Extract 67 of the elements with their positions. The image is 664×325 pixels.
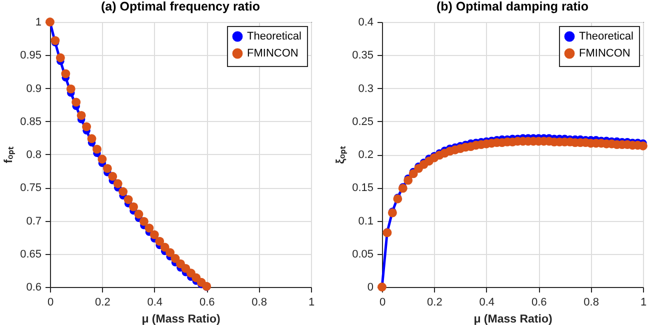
y-tick-label: 0.25 [352,116,374,128]
y-tick-label: 0.65 [20,248,42,260]
point [56,53,65,62]
point [134,210,144,219]
point [72,98,81,107]
point [124,195,133,204]
y-tick-label: 0.8 [26,149,42,161]
x-tick-label: 1 [308,296,315,308]
point [87,134,96,144]
x-tick-label: 0.2 [427,296,442,308]
point [118,187,128,196]
x-tick-label: 0.6 [199,296,215,308]
y-tick-label: 0.75 [20,182,42,194]
y-tick-label: 0.6 [26,282,42,294]
legend-label: Theoretical [579,30,634,42]
y-tick-label: 0.95 [20,50,42,62]
x-tick-label: 0.4 [479,296,495,308]
point [170,254,180,263]
point [139,216,148,226]
point [638,141,648,150]
y-tick-label: 0.3 [358,82,374,95]
y-tick-label: 0.15 [352,182,374,194]
x-tick-label: 0.4 [147,296,163,308]
x-tick-label: 0 [379,296,386,308]
point [98,154,107,164]
point [155,236,164,246]
y-tick-label: 0.7 [26,215,42,228]
chart-title: (b) Optimal damping ratio [436,0,589,14]
x-axis-title: μ (Mass Ratio) [142,314,220,325]
y-tick-label: 0.9 [26,82,42,95]
x-tick-label: 0.8 [584,296,599,308]
legend-label: FMINCON [579,48,630,60]
x-axis-title: μ (Mass Ratio) [474,314,552,325]
x-tick-label: 1 [640,296,647,308]
y-tick-label: 0.05 [352,248,374,260]
y-tick-label: 0.85 [20,116,42,128]
y-axis-title: fₒₚₜ [3,146,16,164]
legend-label: FMINCON [247,48,298,60]
point [404,176,413,185]
y-axis-title: ξₒₚₜ [335,146,348,164]
point [76,110,86,120]
point [66,84,76,94]
legend-label: Theoretical [247,30,302,42]
point [160,242,170,252]
point [50,36,60,46]
point [82,122,92,132]
point [144,224,154,232]
point [166,248,175,258]
point [408,169,418,178]
point [92,144,102,154]
y-tick-label: 0.1 [358,215,374,228]
y-tick-label: 1 [35,16,42,28]
y-tick-label: 0 [367,282,374,294]
point [129,202,138,212]
point [113,179,122,188]
x-tick-label: 0.2 [95,296,110,308]
point [61,69,70,78]
x-tick-label: 0.6 [531,296,547,308]
y-tick-label: 0.2 [358,149,374,161]
y-tick-label: 0.4 [358,16,374,28]
y-tick-label: 0.35 [352,50,374,62]
x-tick-label: 0.8 [252,296,267,308]
point [102,164,112,173]
x-tick-label: 0 [47,296,54,308]
point [150,230,159,240]
point [108,172,118,181]
chart-title: (a) Optimal frequency ratio [100,0,260,14]
